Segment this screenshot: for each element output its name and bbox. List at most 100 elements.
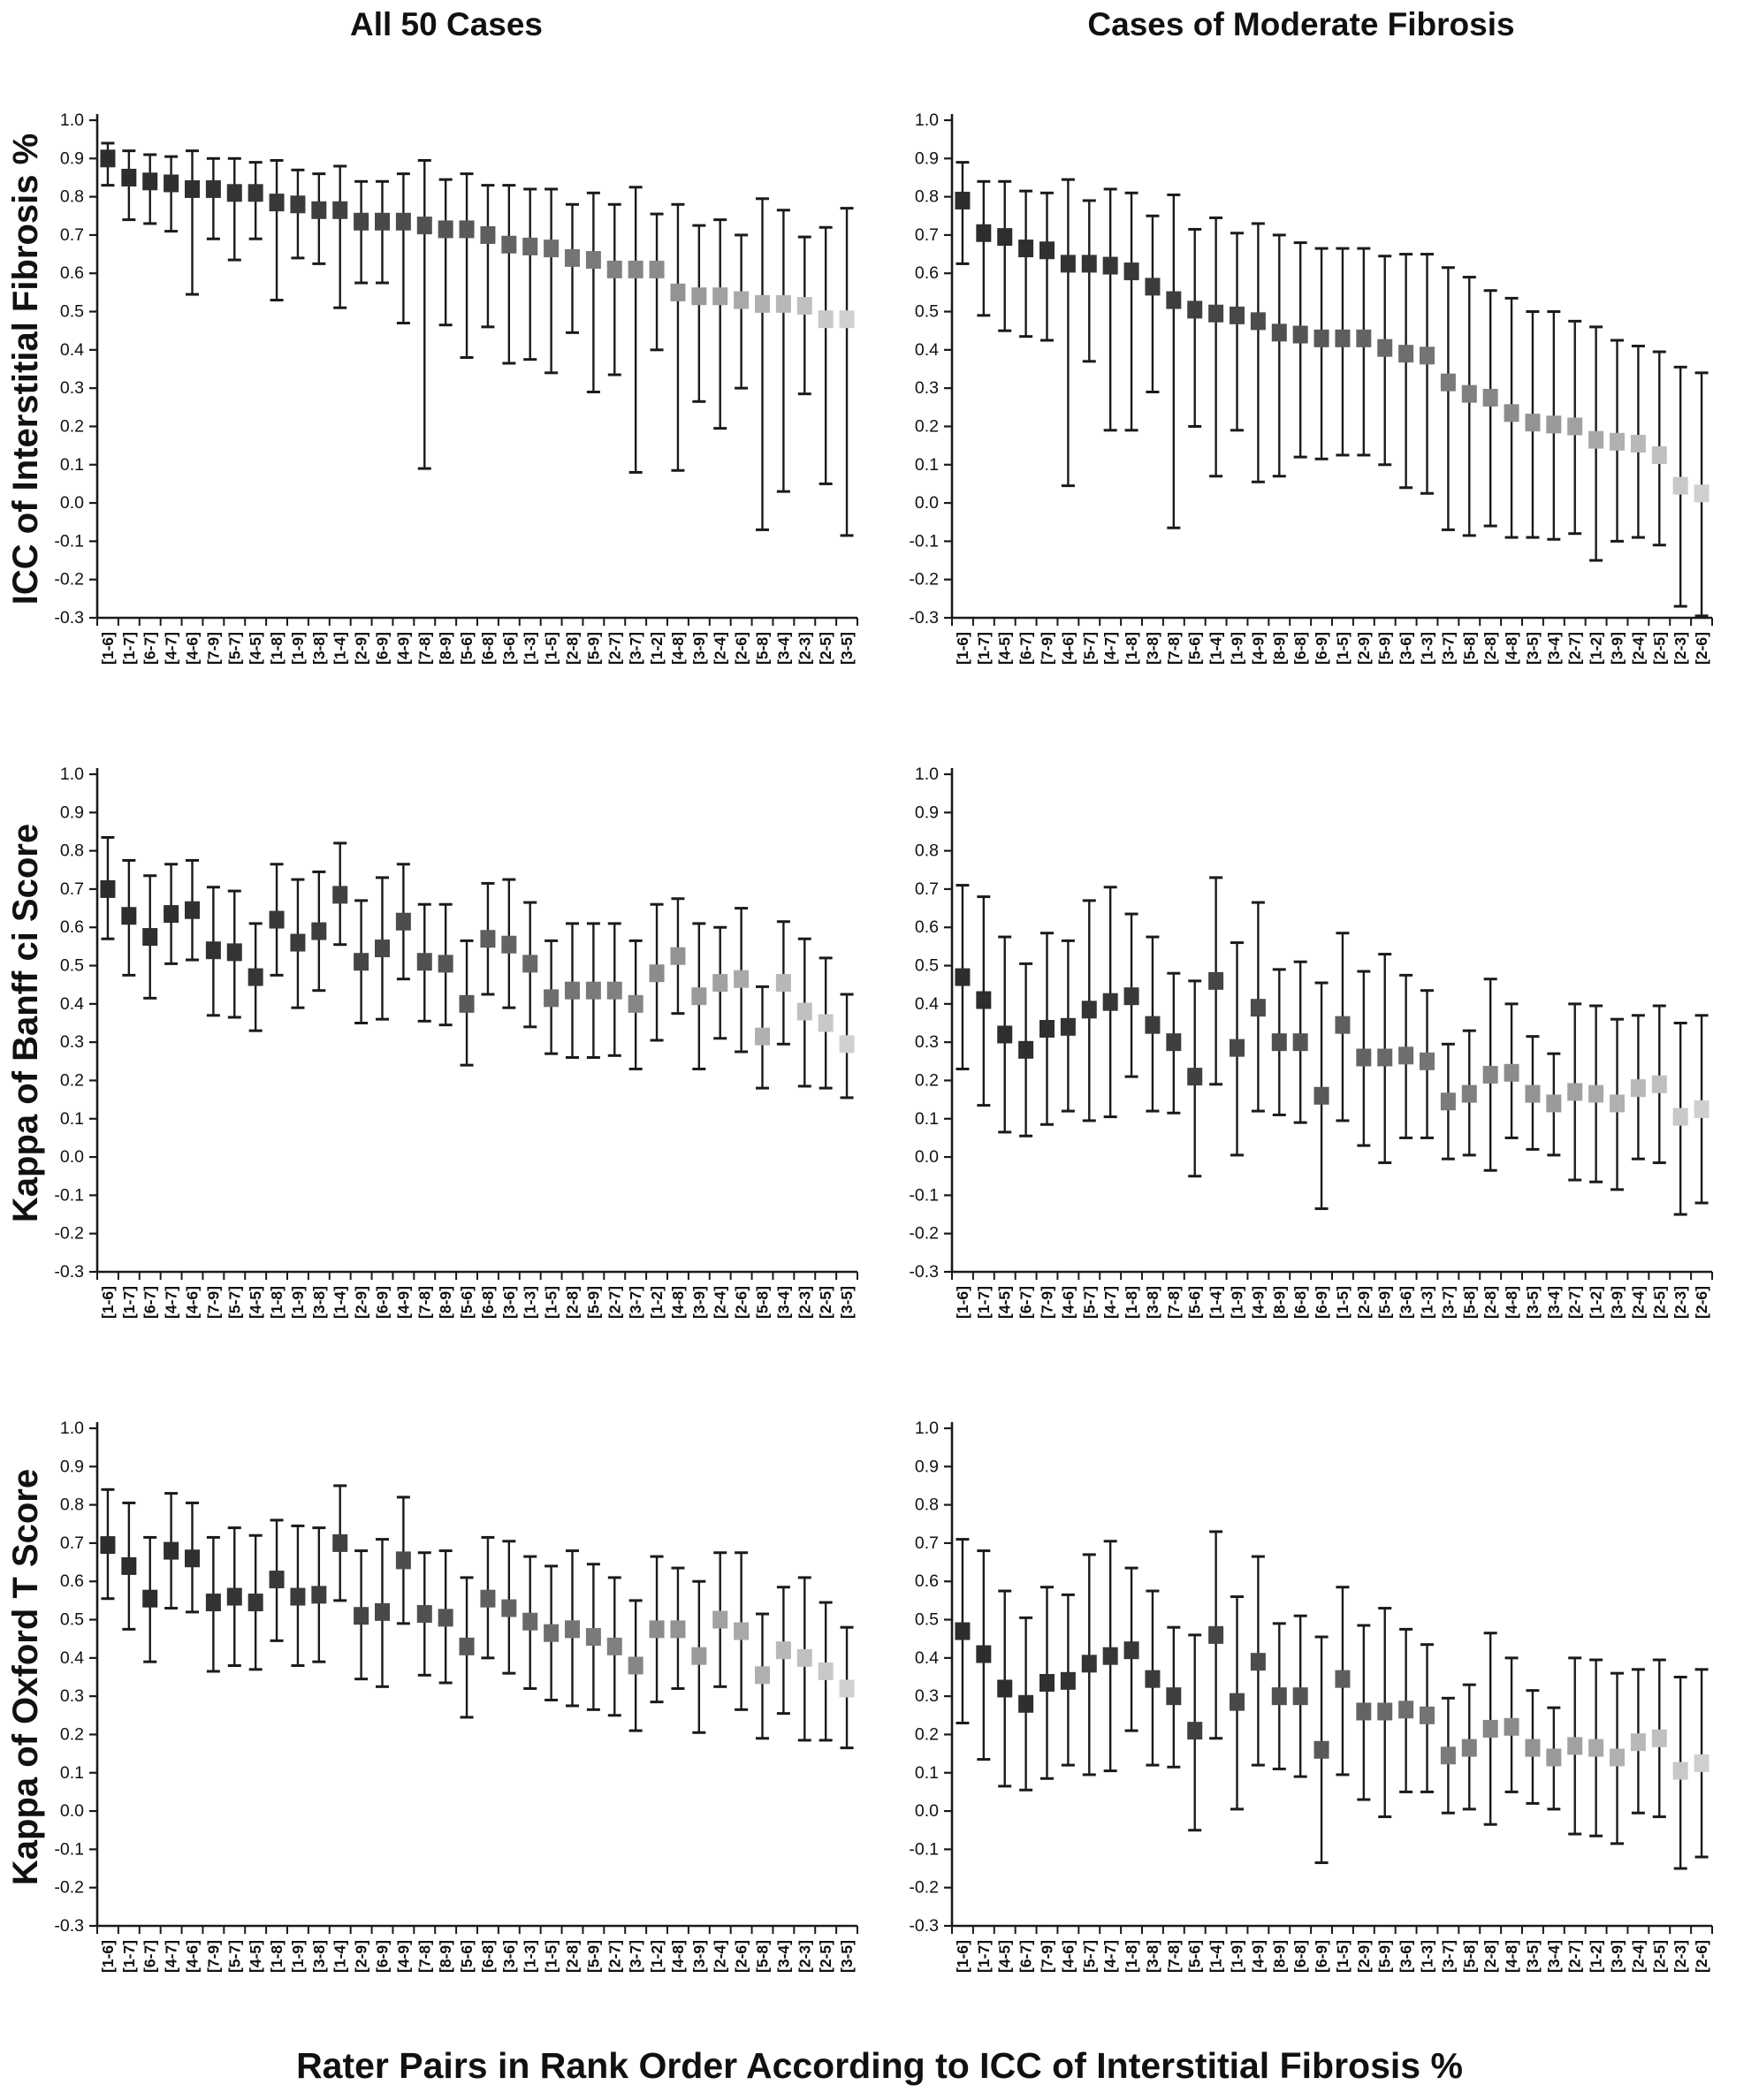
- data-point-marker: [269, 910, 285, 929]
- x-tick-label: [2-5]: [817, 632, 834, 665]
- data-point-marker: [1420, 1052, 1435, 1070]
- data-point-marker: [1123, 1641, 1139, 1660]
- data-point-marker: [606, 981, 622, 1000]
- x-tick-label: [1-9]: [289, 632, 307, 665]
- y-tick-label: 0.7: [60, 879, 84, 899]
- x-axis: [951, 616, 1713, 626]
- x-tick-label: [3-6]: [1397, 1940, 1415, 1973]
- data-point-marker: [775, 1641, 791, 1660]
- data-point-marker: [395, 912, 411, 931]
- error-bar: [756, 197, 769, 531]
- x-tick-label: [5-6]: [1186, 1286, 1204, 1319]
- data-point-marker: [247, 968, 263, 986]
- x-tick-label: [4-5]: [996, 1940, 1014, 1973]
- x-tick-label: [2-8]: [1481, 632, 1499, 665]
- data-point-marker: [1504, 1717, 1519, 1736]
- data-point-marker: [438, 1609, 453, 1627]
- x-tick-label: [3-4]: [774, 1286, 792, 1319]
- x-tick-label: [3-7]: [1439, 1940, 1457, 1973]
- y-tick-label: 0.8: [60, 187, 84, 207]
- x-tick-label: [3-9]: [690, 632, 708, 665]
- x-tick-label: [4-7]: [163, 632, 180, 665]
- data-point-marker: [438, 955, 453, 973]
- y-axis: 1.0 0.9 0.8 0.7 0.6 0.5 0.4 0.3 0.2 0.1 0.0 -0.1 -0.…: [54, 1419, 99, 1936]
- x-tick-label: [3-8]: [310, 632, 328, 665]
- data-point-marker: [1630, 434, 1646, 453]
- error-bar: [227, 156, 241, 262]
- y-tick-label: 0.9: [60, 148, 84, 168]
- data-point-marker: [480, 930, 496, 948]
- data-point-marker: [670, 1620, 686, 1639]
- data-point-marker: [1187, 301, 1203, 319]
- x-tick-label: [5-9]: [1376, 1940, 1394, 1973]
- y-tick-label: 0.1: [915, 455, 939, 475]
- error-bar: [1441, 266, 1455, 531]
- error-bar: [840, 207, 854, 537]
- x-axis: [96, 616, 858, 626]
- data-point-marker: [1271, 1033, 1287, 1052]
- x-tick-label: [3-6]: [500, 632, 518, 665]
- x-tick-label: [3-7]: [627, 1286, 644, 1319]
- x-tick-label: [2-7]: [605, 1286, 623, 1319]
- data-point-marker: [712, 287, 728, 306]
- x-tick-label: [1-9]: [1229, 632, 1246, 665]
- data-point-marker: [332, 886, 348, 904]
- x-tick-label: [3-6]: [1397, 1286, 1415, 1319]
- data-point-marker: [1420, 1706, 1435, 1724]
- error-bar: [206, 156, 220, 240]
- x-tick-label: [5-8]: [1460, 632, 1478, 665]
- data-point-marker: [1166, 291, 1182, 309]
- data-point-marker: [395, 1551, 411, 1570]
- y-tick-label: 0.6: [915, 1571, 939, 1591]
- data-point-marker: [1588, 430, 1604, 449]
- data-point-marker: [1230, 1693, 1245, 1711]
- data-point-marker: [1145, 278, 1161, 296]
- data-point-marker: [1461, 1084, 1477, 1103]
- data-point-marker: [1440, 1746, 1456, 1765]
- y-tick-label: 1.0: [60, 1419, 84, 1438]
- y-tick-label: -0.1: [909, 531, 939, 551]
- data-point-marker: [976, 224, 992, 242]
- x-tick-label: [4-7]: [163, 1286, 180, 1319]
- data-point-marker: [628, 994, 643, 1013]
- data-point-marker: [1230, 1039, 1245, 1057]
- x-tick-label: [5-8]: [1460, 1286, 1478, 1319]
- data-point-marker: [1461, 1739, 1477, 1757]
- error-bar: [586, 191, 600, 393]
- data-point-marker: [1567, 1737, 1583, 1755]
- column-title-all-50-cases: All 50 Cases: [349, 6, 544, 42]
- data-point-marker: [354, 212, 369, 231]
- x-tick-label: [1-7]: [975, 1286, 993, 1319]
- data-point-marker: [1377, 1048, 1393, 1067]
- x-tick-label: [1-6]: [954, 632, 971, 665]
- error-bar: [523, 187, 537, 361]
- x-tick-label: [4-9]: [394, 632, 412, 665]
- x-tick-label: [5-9]: [584, 1286, 602, 1319]
- error-bar: [1378, 255, 1392, 467]
- data-point-marker: [1292, 1687, 1308, 1706]
- x-tick-label: [1-4]: [1207, 632, 1225, 665]
- data-point-marker: [1314, 1740, 1329, 1759]
- data-point-marker: [311, 1586, 327, 1604]
- x-tick-label: [1-2]: [648, 632, 666, 665]
- error-bar: [1019, 189, 1033, 339]
- data-point-marker: [606, 260, 622, 278]
- y-tick-label: -0.2: [54, 1224, 84, 1244]
- error-bar: [186, 149, 199, 296]
- error-bar: [713, 218, 727, 430]
- y-axis: 1.0 0.9 0.8 0.7 0.6 0.5 0.4 0.3 0.2 0.1 0.0 -0.1 -0.…: [909, 110, 954, 628]
- data-point-marker: [1250, 1653, 1266, 1671]
- x-tick-label: [7-8]: [1165, 1940, 1183, 1973]
- data-point-marker: [1250, 999, 1266, 1017]
- chart-panel-icc-all-50: 1.0 0.9 0.8 0.7 0.6 0.5 0.4 0.3 0.2 0.1 0.0 -0.1 -0.…: [22, 110, 871, 768]
- x-tick-label: [1-7]: [120, 1286, 138, 1319]
- y-tick-label: -0.1: [54, 1185, 84, 1205]
- x-tick-label: [3-8]: [310, 1940, 328, 1973]
- y-tick-label: 0.0: [915, 1147, 939, 1167]
- x-tick-label: [5-6]: [458, 632, 476, 665]
- error-bar: [1209, 216, 1223, 478]
- data-point-marker: [955, 1622, 971, 1640]
- x-tick-label: [1-5]: [543, 632, 560, 665]
- y-tick-label: 0.9: [915, 1457, 939, 1476]
- x-tick-label: [3-7]: [1439, 1286, 1457, 1319]
